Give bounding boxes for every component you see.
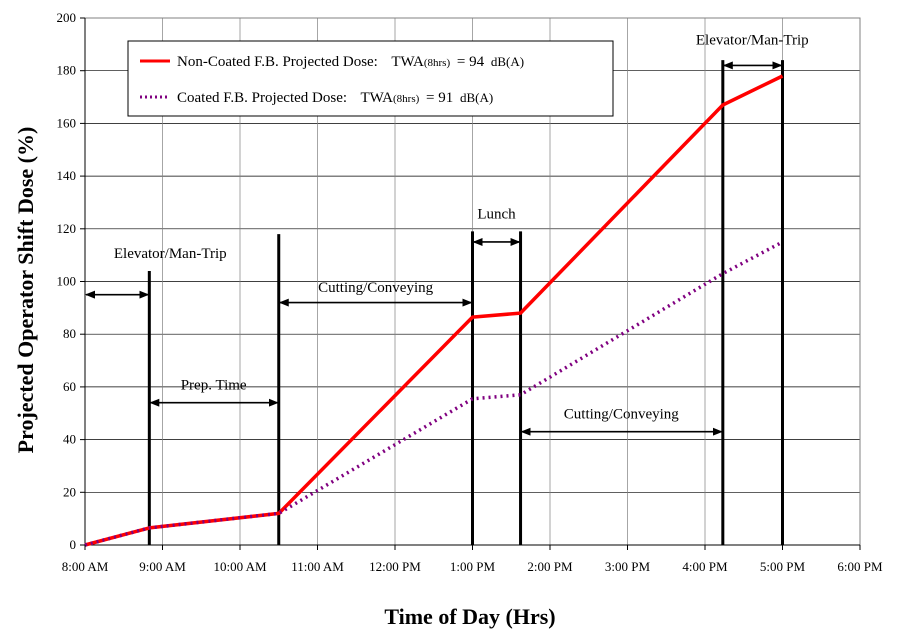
y-tick-label-9: 180 (57, 63, 77, 78)
legend-name-non-coated: Non-Coated F.B. Projected Dose: (177, 54, 378, 70)
x-tick-label-2: 10:00 AM (213, 559, 267, 574)
y-tick-label-3: 60 (63, 379, 76, 394)
tick-labels: 0 20 40 60 80 100 120 140 160 180 200 8:00 AM 9:00 A… (57, 10, 884, 574)
x-tick-label-1: 9:00 AM (139, 559, 186, 574)
x-tick-label-7: 3:00 PM (605, 559, 651, 574)
legend: Non-Coated F.B. Projected Dose: TWA(8hrs… (127, 40, 614, 117)
y-tick-label-10: 200 (57, 10, 77, 25)
legend-name-coated: Coated F.B. Projected Dose: (177, 90, 347, 106)
annotation-label-1: Prep. Time (181, 378, 247, 394)
x-axis-title: Time of Day (Hrs) (384, 604, 555, 629)
x-tick-label-6: 2:00 PM (527, 559, 573, 574)
x-tick-label-8: 4:00 PM (682, 559, 728, 574)
annotations: Elevator/Man-Trip Prep. Time Cutting/Conve… (85, 32, 809, 436)
y-tick-label-5: 100 (57, 274, 77, 289)
legend-twa-non-coated: TWA (391, 54, 424, 70)
annotation-label-5: Elevator/Man-Trip (696, 32, 809, 48)
y-tick-label-6: 120 (57, 221, 77, 236)
phase-markers (147, 60, 784, 545)
legend-twa-value-coated: = 91 (426, 90, 453, 106)
y-tick-label-4: 80 (63, 326, 76, 341)
annotation-label-0: Elevator/Man-Trip (114, 246, 227, 262)
legend-entry-coated: Coated F.B. Projected Dose: TWA(8hrs) = … (177, 90, 493, 106)
y-axis-title: Projected Operator Shift Dose (%) (13, 127, 38, 454)
x-tick-label-3: 11:00 AM (291, 559, 344, 574)
legend-twa-value-non-coated: = 94 (457, 54, 485, 70)
legend-twa-sub-coated: (8hrs) (393, 93, 420, 105)
y-tick-label-7: 140 (57, 168, 77, 183)
y-tick-label-1: 20 (63, 484, 76, 499)
x-tick-label-4: 12:00 PM (369, 559, 421, 574)
legend-twa-coated: TWA (361, 90, 394, 106)
y-tick-label-8: 160 (57, 115, 77, 130)
series-lines (84, 74, 784, 547)
series-line-1 (84, 240, 784, 547)
y-tick-label-0: 0 (70, 537, 77, 552)
x-tick-label-0: 8:00 AM (62, 559, 109, 574)
y-tick-label-2: 40 (63, 432, 76, 447)
x-tick-label-9: 5:00 PM (760, 559, 806, 574)
legend-box (127, 40, 614, 117)
annotation-label-2: Cutting/Conveying (318, 280, 434, 296)
x-tick-label-10: 6:00 PM (837, 559, 883, 574)
legend-entry-non-coated: Non-Coated F.B. Projected Dose: TWA(8hrs… (177, 54, 524, 70)
legend-twa-unit-coated: dB(A) (460, 90, 493, 105)
x-tick-label-5: 1:00 PM (450, 559, 496, 574)
legend-twa-unit-non-coated: dB(A) (491, 54, 524, 69)
annotation-label-3: Lunch (477, 206, 516, 222)
series-line-0 (84, 74, 784, 547)
annotation-label-4: Cutting/Conveying (564, 407, 680, 423)
legend-twa-sub-non-coated: (8hrs) (424, 57, 451, 69)
